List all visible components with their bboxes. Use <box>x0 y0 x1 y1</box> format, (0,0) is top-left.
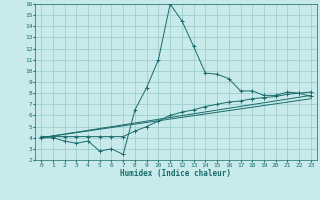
X-axis label: Humidex (Indice chaleur): Humidex (Indice chaleur) <box>121 169 231 178</box>
